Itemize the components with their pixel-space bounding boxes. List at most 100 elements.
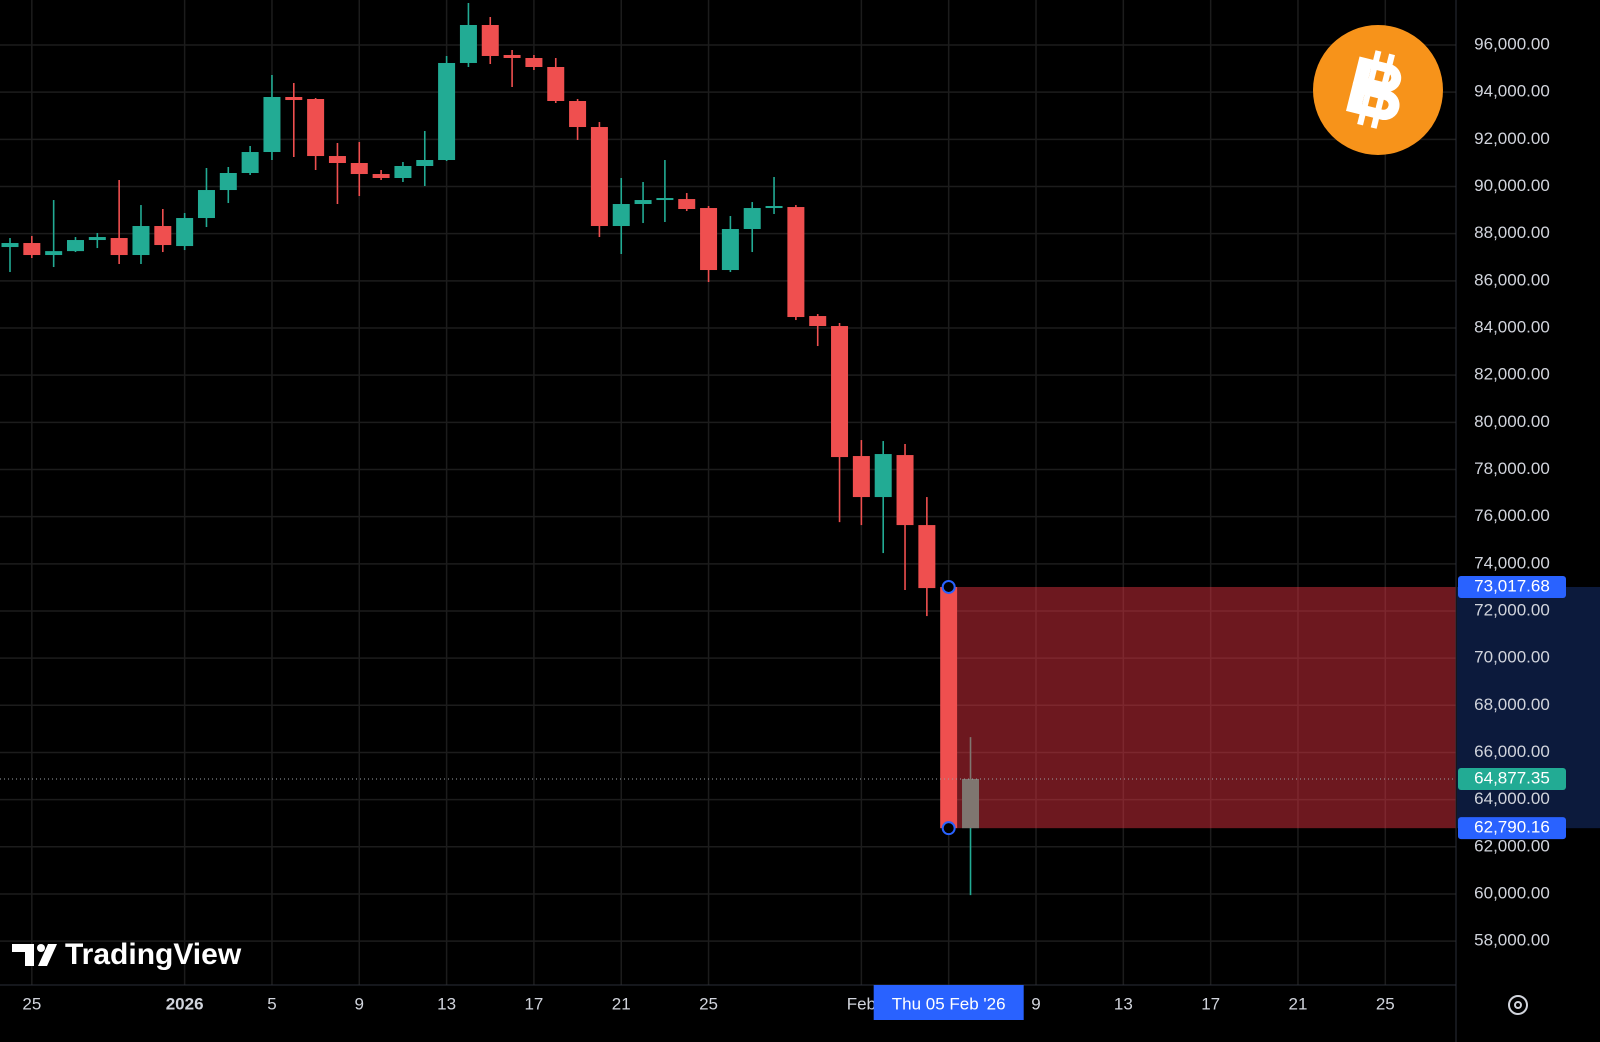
candle-body [962, 778, 980, 829]
candle-body [394, 165, 412, 179]
axes: 58,000.00 60,000.00 62,000.00 64,000.00 66,0… [22, 34, 1600, 1020]
x-tick-label: 17 [1201, 994, 1220, 1013]
candle-body [590, 127, 608, 227]
plot [0, 2, 1456, 896]
y-tick-label: 76,000.00 [1474, 506, 1550, 525]
candle-body [743, 208, 761, 230]
candle-body [896, 455, 914, 526]
settings-center[interactable] [1514, 1001, 1522, 1009]
y-tick-label: 64,000.00 [1474, 789, 1550, 808]
watermark-icon [38, 944, 57, 966]
range-bottom-label: 62,790.16 [1474, 818, 1550, 837]
x-tick-label: 21 [1289, 994, 1308, 1013]
last-price-label-box [1458, 767, 1566, 790]
settings-icon[interactable] [1508, 995, 1528, 1015]
candle-body [307, 98, 325, 157]
candle-body [197, 190, 215, 219]
candle-body [416, 160, 434, 166]
y-tick-label: 88,000.00 [1474, 223, 1550, 242]
candle-body [809, 316, 827, 327]
watermark-icon [37, 944, 45, 952]
candle-body [634, 200, 652, 205]
logo-b-top [1352, 56, 1402, 92]
x-tick-label: 25 [1376, 994, 1395, 1013]
watermark: TradingView [12, 938, 242, 971]
y-tick-label: 58,000.00 [1474, 931, 1550, 950]
settings-ring[interactable] [1508, 995, 1528, 1015]
candle-body [459, 24, 477, 63]
x-tick-label: 9 [355, 994, 364, 1013]
x-tick-label: 2026 [166, 994, 204, 1013]
candle-body [852, 456, 870, 498]
range-handle [941, 821, 956, 836]
candle-body [940, 586, 958, 829]
y-tick-label: 78,000.00 [1474, 459, 1550, 478]
candle-body [350, 163, 368, 175]
grid [0, 0, 1456, 985]
y-tick-label: 62,000.00 [1474, 836, 1550, 855]
y-tick-label: 90,000.00 [1474, 176, 1550, 195]
x-tick-label: 13 [1114, 994, 1133, 1013]
candle-body [787, 207, 805, 318]
candle-body [503, 54, 521, 58]
candle-body [110, 238, 128, 256]
candle-body [656, 198, 674, 201]
candle-body [285, 96, 303, 101]
candle-body [831, 326, 849, 458]
candle-body [438, 62, 456, 161]
y-tick-label: 92,000.00 [1474, 129, 1550, 148]
range-box [957, 586, 1456, 829]
candle-body [525, 57, 543, 67]
x-tick-label: 5 [267, 994, 276, 1013]
range-handle [941, 579, 956, 594]
range-top-label: 73,017.68 [1474, 576, 1550, 595]
logo-symbol [1345, 50, 1402, 129]
y-tick-label: 86,000.00 [1474, 270, 1550, 289]
y-tick-label: 60,000.00 [1474, 883, 1550, 902]
candle-body [547, 66, 565, 102]
candle-body [1, 243, 19, 248]
crosshair-label: Thu 05 Feb '26 [892, 994, 1006, 1013]
y-tick-label: 80,000.00 [1474, 412, 1550, 431]
candle-body [132, 226, 150, 256]
y-tick-label: 74,000.00 [1474, 553, 1550, 572]
candle-body [88, 237, 106, 241]
candle-body [721, 229, 739, 271]
y-tick-label: 84,000.00 [1474, 317, 1550, 336]
x-tick-label: 13 [437, 994, 456, 1013]
y-tick-label: 70,000.00 [1474, 648, 1550, 667]
y-tick-label: 72,000.00 [1474, 600, 1550, 619]
candle-body [45, 251, 63, 256]
candle-body [328, 156, 346, 164]
candle-body [765, 206, 783, 209]
candle-body [700, 208, 718, 271]
x-tick-label: 25 [22, 994, 41, 1013]
y-tick-label: 82,000.00 [1474, 365, 1550, 384]
x-tick-label: 25 [699, 994, 718, 1013]
candle-body [219, 173, 237, 191]
candle-body [66, 240, 84, 252]
bitcoin-logo [1313, 25, 1443, 155]
candle-body [874, 454, 892, 498]
candle-body [154, 226, 172, 246]
x-tick-label: Feb [847, 994, 876, 1013]
candle-body [569, 101, 587, 128]
logo-b-bottom [1345, 81, 1400, 121]
candle-body [263, 96, 281, 153]
candle-body [372, 174, 390, 179]
range-top-label-box [1458, 575, 1566, 598]
last-price-label: 64,877.35 [1474, 768, 1550, 787]
range-bottom-label-box [1458, 817, 1566, 840]
candle-body [241, 152, 259, 174]
y-tick-label: 68,000.00 [1474, 695, 1550, 714]
crosshair-label-box [873, 985, 1024, 1020]
candle-body [918, 525, 936, 589]
candle-body [612, 204, 630, 227]
y-tick-label: 66,000.00 [1474, 742, 1550, 761]
candle-body [176, 218, 194, 247]
y-tick-label: 96,000.00 [1474, 34, 1550, 53]
candle-body [678, 199, 696, 210]
watermark-icon [12, 944, 34, 966]
